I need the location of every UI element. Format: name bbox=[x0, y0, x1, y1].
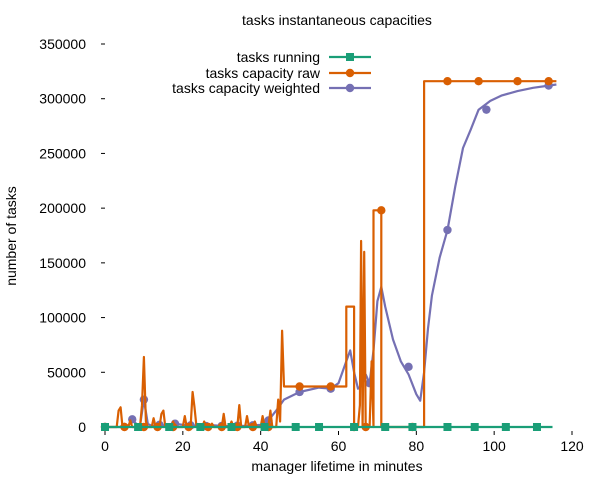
data-point bbox=[470, 423, 479, 431]
legend-label: tasks capacity weighted bbox=[172, 80, 320, 96]
legend-item: tasks running bbox=[237, 49, 371, 65]
data-point bbox=[377, 206, 386, 215]
x-tick-label: 120 bbox=[560, 438, 584, 454]
data-point bbox=[482, 105, 491, 114]
x-tick-label: 20 bbox=[175, 438, 191, 454]
legend-label: tasks running bbox=[237, 49, 320, 65]
legend-item: tasks capacity raw bbox=[206, 65, 371, 81]
data-point bbox=[315, 423, 324, 431]
axes: 0 50000 100000 150000 200000 250000 300000 3500… bbox=[39, 36, 584, 454]
y-axis-label: number of tasks bbox=[3, 186, 19, 286]
data-point bbox=[408, 423, 417, 431]
data-point bbox=[227, 423, 236, 431]
y-tick-label: 100000 bbox=[39, 310, 86, 326]
legend-marker bbox=[346, 53, 354, 61]
legend-marker bbox=[345, 68, 355, 78]
data-point bbox=[443, 77, 452, 86]
data-point bbox=[474, 77, 483, 86]
x-tick-label: 60 bbox=[331, 438, 347, 454]
data-point bbox=[260, 423, 269, 431]
series-line bbox=[105, 80, 557, 429]
series-line bbox=[105, 83, 557, 429]
y-tick-label: 350000 bbox=[39, 36, 86, 52]
x-axis-label: manager lifetime in minutes bbox=[251, 458, 422, 474]
data-point bbox=[544, 77, 553, 86]
data-point bbox=[139, 395, 149, 404]
data-point bbox=[381, 423, 390, 431]
data-point bbox=[196, 423, 205, 431]
legend-item: tasks capacity weighted bbox=[172, 80, 371, 96]
y-tick-label: 0 bbox=[78, 419, 86, 435]
data-point bbox=[532, 423, 541, 431]
data-point bbox=[165, 423, 174, 431]
data-point bbox=[501, 423, 510, 431]
y-tick-label: 200000 bbox=[39, 200, 86, 216]
legend-label: tasks capacity raw bbox=[206, 65, 321, 81]
data-point bbox=[513, 77, 522, 86]
x-tick-label: 0 bbox=[101, 438, 109, 454]
series-tasks-running bbox=[101, 423, 553, 431]
x-tick-label: 40 bbox=[253, 438, 269, 454]
x-tick-label: 100 bbox=[482, 438, 506, 454]
data-point bbox=[404, 362, 413, 372]
y-tick-label: 300000 bbox=[39, 91, 86, 107]
data-point bbox=[101, 423, 109, 431]
x-tick-label: 80 bbox=[409, 438, 425, 454]
chart-title: tasks instantaneous capacities bbox=[242, 12, 432, 28]
y-tick-label: 150000 bbox=[39, 255, 86, 271]
data-point bbox=[350, 423, 359, 431]
data-point bbox=[443, 225, 452, 235]
series-tasks-capacity-weighted bbox=[100, 81, 557, 432]
series-tasks-capacity-raw bbox=[100, 77, 557, 432]
data-point bbox=[134, 423, 143, 431]
legend-marker bbox=[345, 83, 355, 93]
y-tick-label: 50000 bbox=[47, 364, 86, 380]
series-layer bbox=[100, 77, 557, 432]
y-tick-label: 250000 bbox=[39, 145, 86, 161]
data-point bbox=[295, 382, 304, 391]
data-point bbox=[291, 423, 300, 431]
data-point bbox=[326, 382, 335, 391]
data-point bbox=[443, 423, 452, 431]
